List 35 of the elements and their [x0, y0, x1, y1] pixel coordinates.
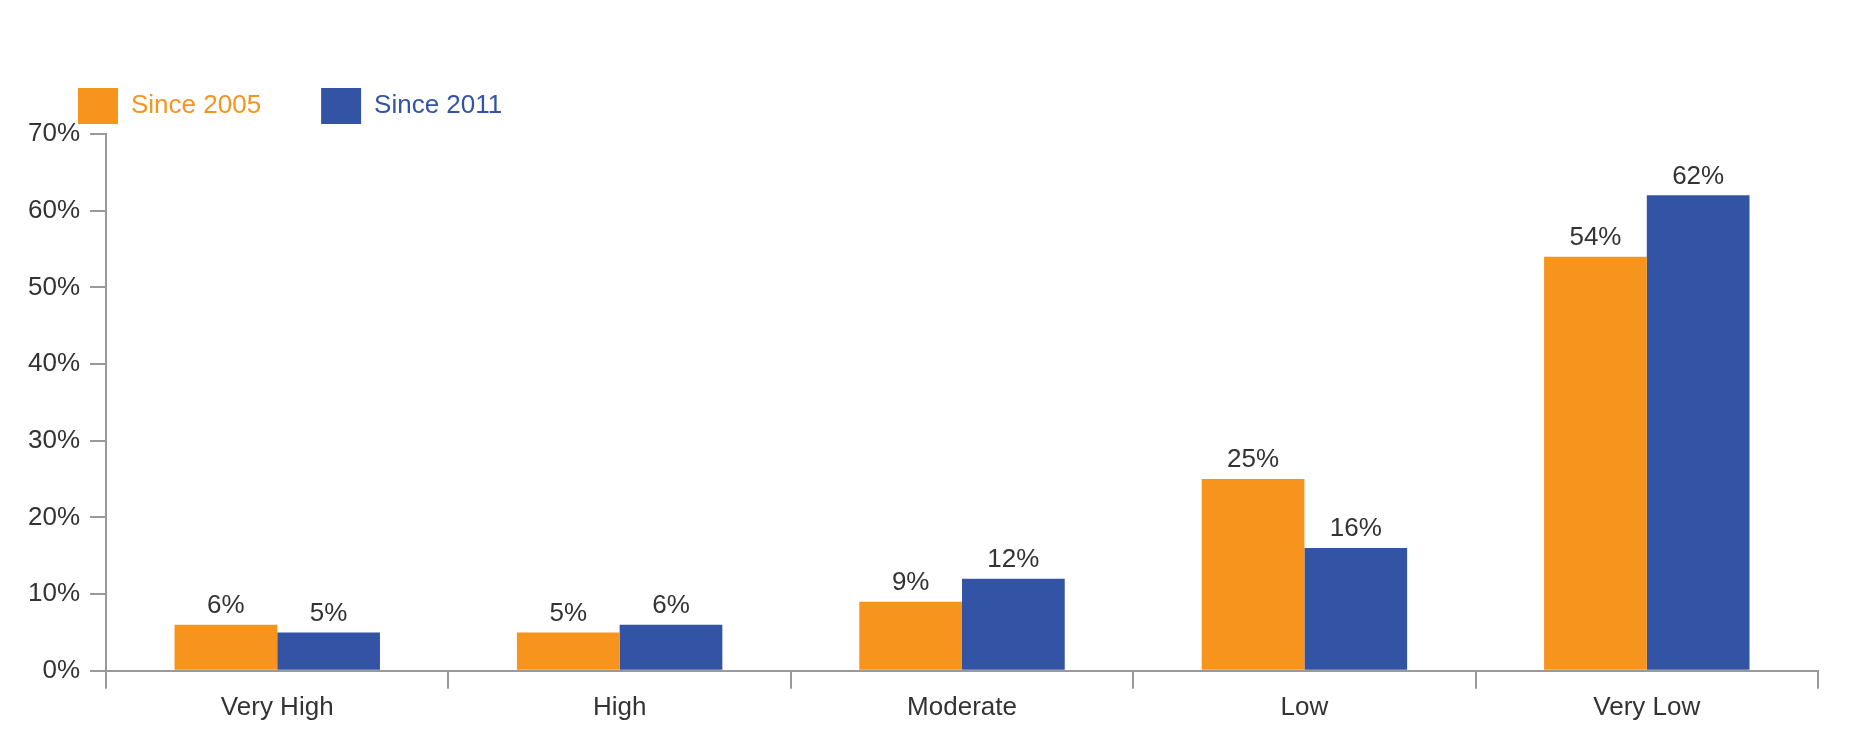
x-tick-label: Moderate	[907, 690, 1017, 721]
data-label: 5%	[309, 596, 348, 627]
data-label: 12%	[987, 542, 1040, 573]
data-label: 62%	[1672, 159, 1725, 190]
y-tick-label: 10%	[27, 577, 81, 608]
data-label: 16%	[1329, 512, 1382, 543]
data-label: 6%	[652, 588, 690, 619]
data-label: 25%	[1227, 443, 1280, 474]
data-label: 6%	[207, 588, 245, 619]
legend-label: Since 2011	[374, 89, 503, 120]
x-tick-label: Very High	[220, 690, 334, 721]
y-tick-label: 30%	[27, 423, 81, 454]
bar	[1304, 548, 1408, 670]
x-tick-label: Very Low	[1593, 690, 1701, 721]
x-tick-label: Low	[1280, 690, 1329, 721]
y-tick-label: 50%	[27, 270, 81, 301]
y-tick-label: 60%	[27, 193, 81, 224]
legend-label: Since 2005	[131, 89, 262, 120]
data-label: 54%	[1569, 220, 1622, 251]
bar	[859, 601, 963, 670]
y-tick-label: 20%	[27, 500, 81, 531]
bar	[1544, 256, 1647, 670]
bar	[619, 624, 723, 670]
data-label: 9%	[891, 565, 930, 596]
bar	[277, 632, 380, 670]
bar	[174, 624, 278, 670]
bar	[962, 578, 1065, 670]
y-tick-label: 70%	[27, 117, 81, 148]
data-label: 5%	[549, 596, 588, 627]
bar	[1646, 195, 1750, 670]
bar	[1201, 479, 1305, 670]
y-tick-label: 40%	[27, 347, 81, 378]
bar	[516, 632, 620, 670]
y-tick-label: 0%	[42, 653, 81, 684]
x-tick-label: High	[592, 690, 647, 721]
